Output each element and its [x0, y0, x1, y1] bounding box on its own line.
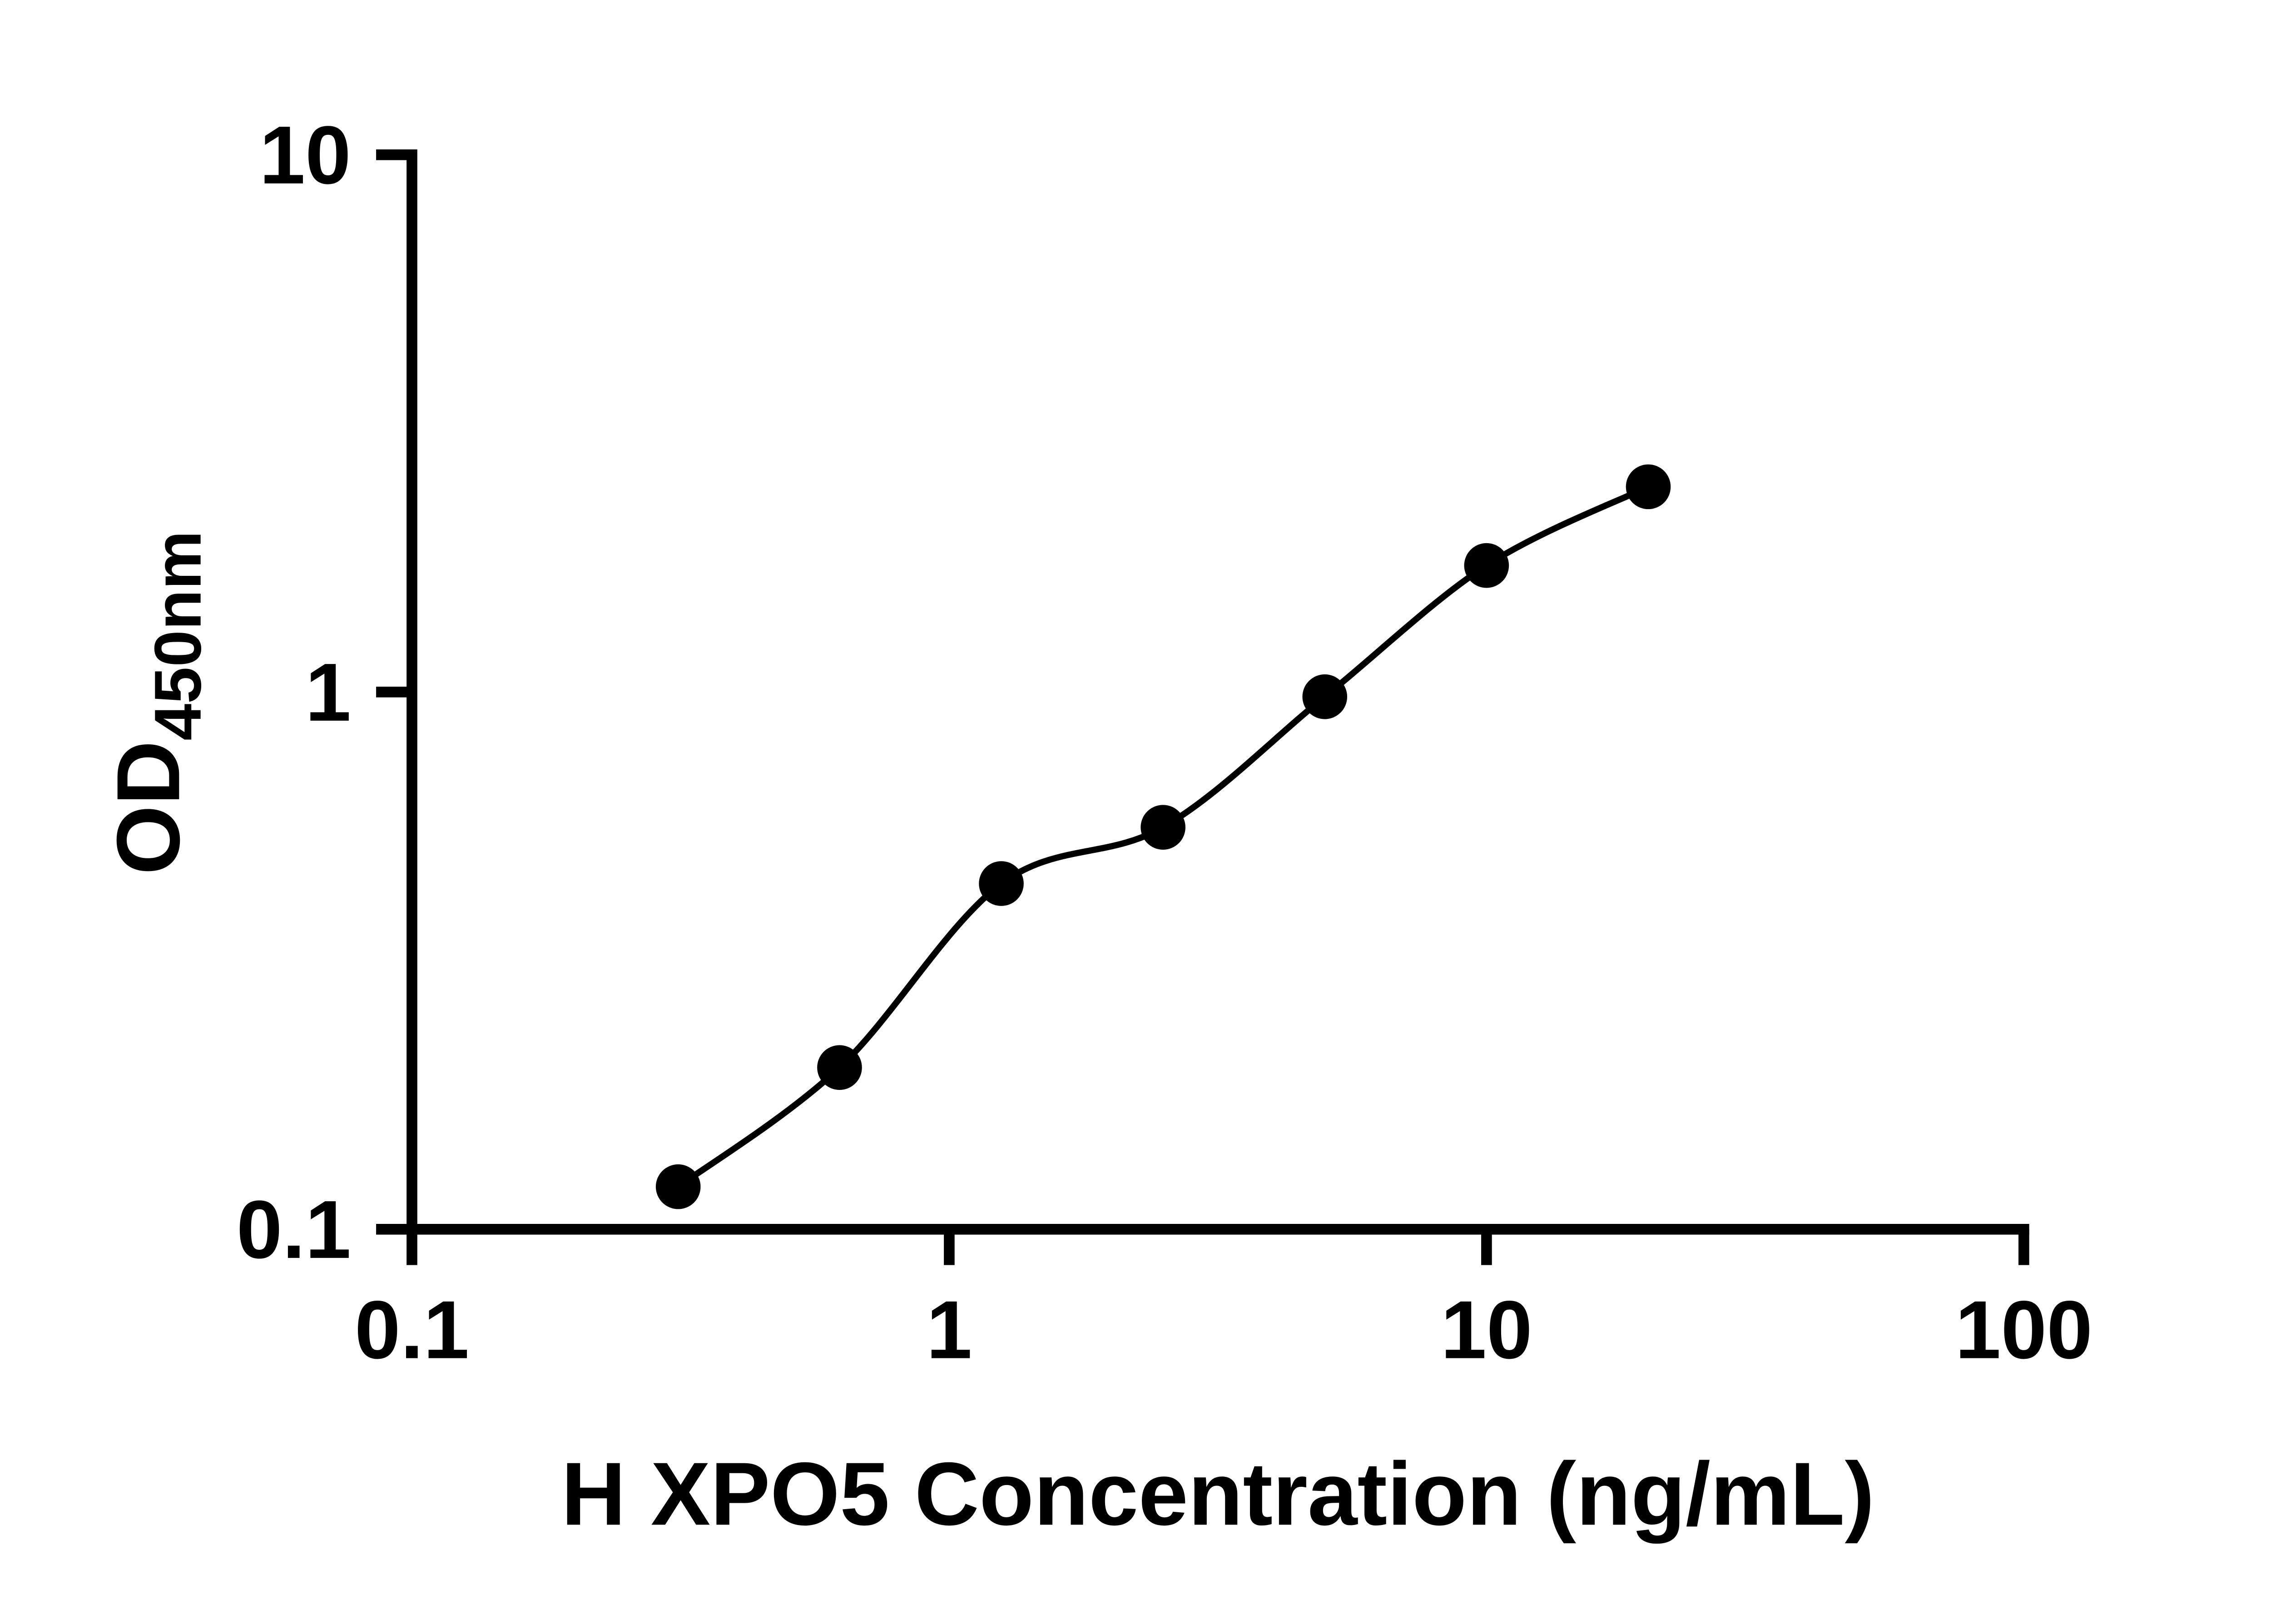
y-axis-title-main: OD — [98, 741, 198, 875]
data-point — [1464, 543, 1509, 588]
data-point — [979, 861, 1024, 906]
y-axis-title-subscript: 450nm — [141, 530, 215, 740]
data-point — [1302, 674, 1348, 719]
data-point — [817, 1045, 862, 1090]
y-axis-title: OD450nm — [98, 530, 214, 875]
data-point — [655, 1164, 701, 1209]
plot-area: 0.1 1 10 100 0.1 1 10 — [237, 109, 2092, 1376]
x-axis-tick-label: 10 — [1441, 1284, 1532, 1376]
y-axis-tick-label: 10 — [259, 109, 351, 201]
data-point — [1140, 805, 1185, 850]
x-axis-tick-label: 1 — [926, 1284, 972, 1376]
y-axis-tick-label: 0.1 — [237, 1184, 351, 1276]
x-axis-title: H XPO5 Concentration (ng/mL) — [561, 1444, 1875, 1544]
data-point — [1626, 464, 1671, 510]
x-axis-tick-label: 0.1 — [355, 1284, 469, 1376]
y-axis-tick-label: 1 — [305, 647, 351, 738]
x-axis-tick-label: 100 — [1955, 1284, 2093, 1376]
